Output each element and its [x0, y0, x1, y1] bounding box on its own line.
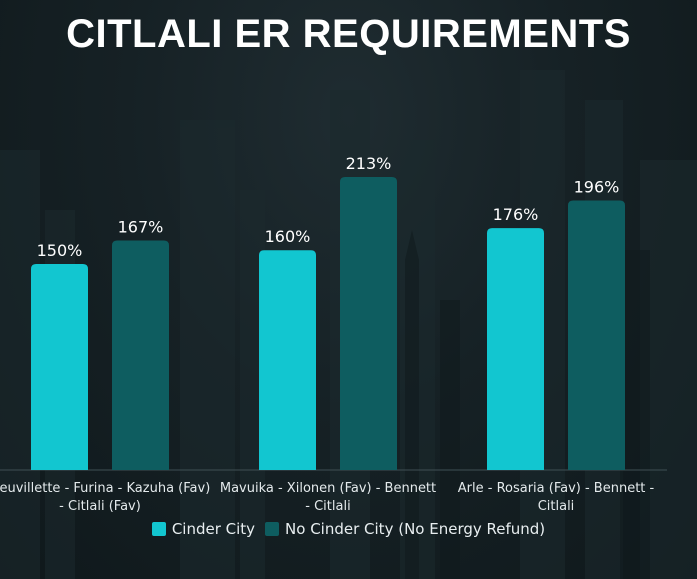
bar-no-cinder-city-2 — [340, 177, 397, 470]
category-label-1-line-1: Neuvillette - Furina - Kazuha (Fav) — [0, 481, 210, 496]
category-label-3-line-1: Arle - Rosaria (Fav) - Bennett - — [458, 481, 655, 496]
legend-label-cinder-city: Cinder City — [171, 520, 256, 538]
bar-cinder-city-2 — [259, 250, 316, 470]
data-label-no-cinder-city-3: 196% — [574, 177, 620, 196]
data-label-no-cinder-city-2: 213% — [346, 154, 392, 173]
data-label-no-cinder-city-1: 167% — [118, 218, 164, 237]
bar-cinder-city-1 — [31, 264, 88, 470]
chart-legend: Cinder City No Cinder City (No Energy Re… — [0, 520, 697, 538]
category-label-1-line-2: - Citlali (Fav) — [59, 499, 141, 514]
category-label-2-line-2: - Citlali — [305, 499, 350, 514]
legend-label-no-cinder-city: No Cinder City (No Energy Refund) — [285, 520, 546, 538]
legend-item-no-cinder-city: No Cinder City (No Energy Refund) — [265, 520, 545, 538]
category-label-3-line-2: Citlali — [538, 499, 575, 514]
data-label-cinder-city-1: 150% — [37, 241, 83, 260]
bar-no-cinder-city-3 — [568, 200, 625, 470]
legend-swatch-no-cinder-city — [265, 522, 280, 536]
legend-item-cinder-city: Cinder City — [151, 520, 256, 538]
bar-no-cinder-city-1 — [112, 240, 169, 470]
category-label-2-line-1: Mavuika - Xilonen (Fav) - Bennett — [220, 481, 436, 496]
data-label-cinder-city-3: 176% — [493, 205, 539, 224]
bar-cinder-city-3 — [487, 228, 544, 470]
data-label-cinder-city-2: 160% — [265, 227, 311, 246]
legend-swatch-cinder-city — [151, 522, 166, 536]
chart-title: CITLALI ER REQUIREMENTS — [66, 12, 631, 56]
